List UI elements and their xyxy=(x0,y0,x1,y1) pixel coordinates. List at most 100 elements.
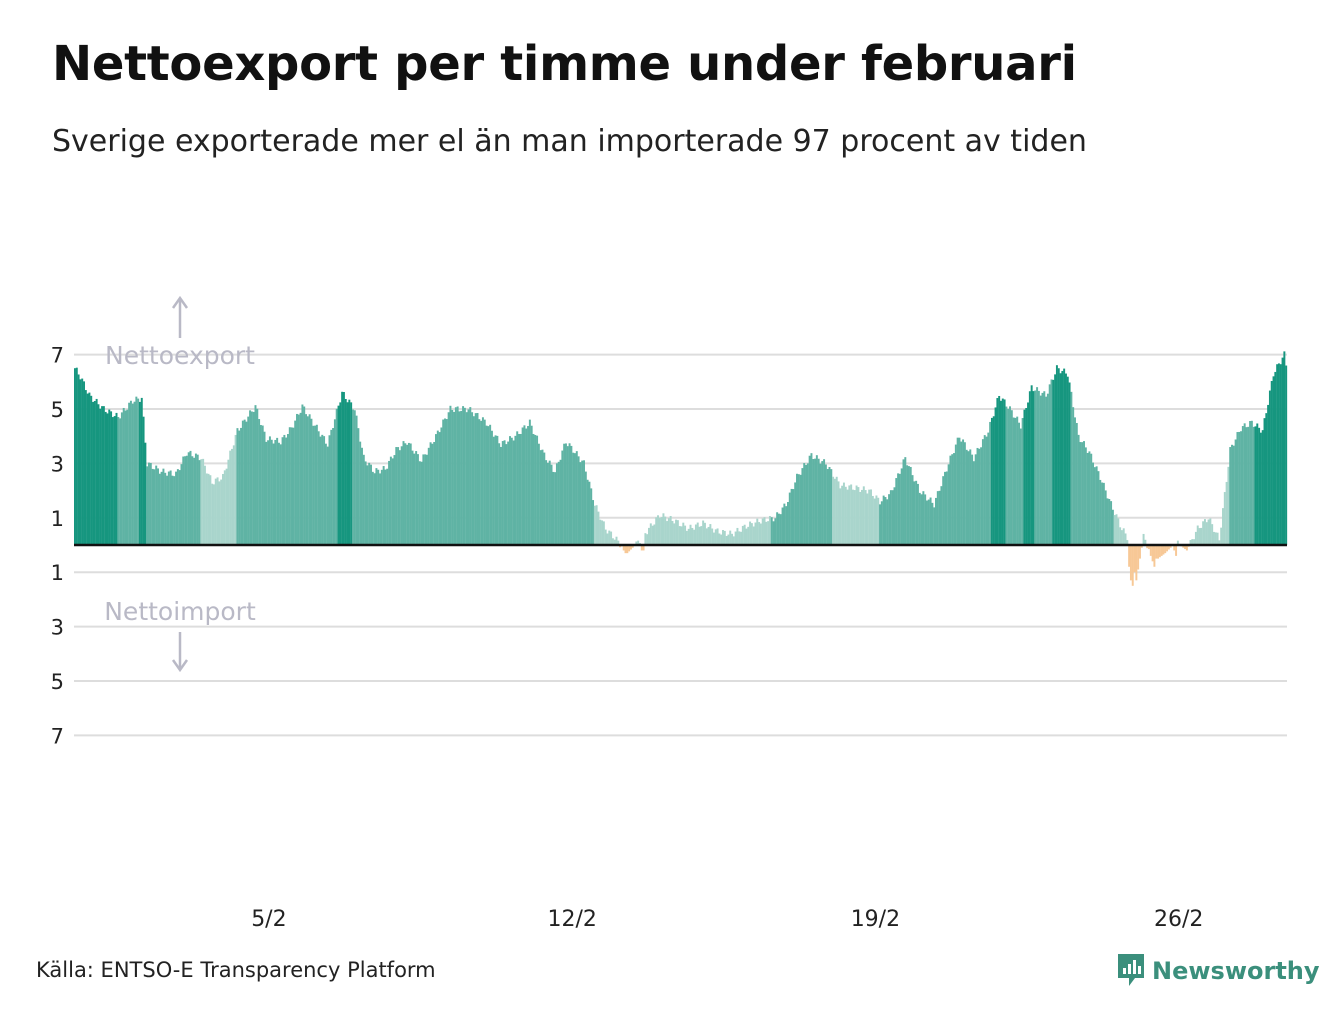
brand-logo[interactable]: Newsworthy xyxy=(1116,952,1320,990)
hour-bar xyxy=(644,533,647,545)
hour-bar xyxy=(397,447,400,545)
hour-bar xyxy=(472,416,475,545)
hour-bar xyxy=(232,445,235,545)
hour-bar xyxy=(240,427,243,545)
hour-bar xyxy=(678,526,681,545)
hour-bar xyxy=(583,460,585,545)
hour-bar xyxy=(601,520,604,545)
hour-bar xyxy=(826,469,829,545)
hour-bar xyxy=(756,518,759,545)
hour-bar xyxy=(74,368,76,545)
hour-bar xyxy=(815,455,818,545)
hour-bar xyxy=(285,437,288,545)
hour-bar xyxy=(703,522,706,545)
hour-bar xyxy=(806,463,809,545)
hour-bar xyxy=(411,450,414,545)
hour-bar xyxy=(489,424,492,545)
hour-bar xyxy=(938,490,941,545)
hour-bar xyxy=(158,473,161,545)
hour-bar xyxy=(814,458,817,545)
hour-bar xyxy=(409,443,412,545)
hour-bar xyxy=(994,407,997,545)
hour-bar xyxy=(487,426,490,545)
hour-bar xyxy=(1249,421,1252,545)
hour-bar xyxy=(483,419,486,545)
hour-bar xyxy=(265,441,268,545)
hour-bar xyxy=(794,482,797,545)
hour-bar xyxy=(960,441,963,545)
hour-bar xyxy=(276,437,279,545)
hour-bar xyxy=(1034,390,1037,545)
hour-bar xyxy=(1086,452,1089,545)
hour-bar xyxy=(444,418,446,545)
hour-bar xyxy=(694,524,697,545)
hour-bar xyxy=(359,441,362,545)
hour-bar xyxy=(608,530,611,545)
hour-bar xyxy=(891,490,894,545)
hour-bar xyxy=(453,411,456,545)
hour-bar xyxy=(436,430,439,545)
hour-bar xyxy=(324,443,327,545)
hour-bar xyxy=(379,473,382,545)
hour-bar xyxy=(220,479,223,545)
hour-bar xyxy=(1265,413,1268,545)
hour-bar xyxy=(433,441,436,545)
hour-bar xyxy=(954,444,957,545)
hour-bar xyxy=(812,459,815,545)
hour-bar xyxy=(243,419,246,545)
hour-bar xyxy=(178,470,181,545)
hour-bar xyxy=(823,459,826,545)
hour-bar xyxy=(684,525,687,545)
hour-bar xyxy=(992,416,995,545)
hour-bar xyxy=(895,478,898,545)
y-tick-label: 5 xyxy=(51,398,64,422)
hour-bar xyxy=(93,400,96,545)
hour-bar xyxy=(981,439,984,545)
hour-bar xyxy=(1104,490,1107,545)
hour-bar xyxy=(236,428,239,545)
hour-bar xyxy=(572,452,575,545)
hour-bar xyxy=(465,412,468,545)
hour-bar xyxy=(1075,422,1078,545)
hour-bar xyxy=(1043,391,1046,545)
hour-bar xyxy=(319,436,322,545)
hour-bar xyxy=(559,459,562,545)
hour-bar xyxy=(1055,365,1058,545)
hour-bar xyxy=(568,443,571,545)
hour-bar xyxy=(853,490,856,545)
hour-bar xyxy=(182,456,185,545)
x-tick-label: 19/2 xyxy=(851,907,900,932)
hour-bar xyxy=(258,419,261,545)
import-label: Nettoimport xyxy=(104,597,256,626)
hour-bar xyxy=(956,437,959,545)
hour-bar xyxy=(86,393,89,545)
hour-bar xyxy=(175,471,178,545)
hour-bar xyxy=(893,487,896,545)
hour-bar xyxy=(447,412,450,545)
hour-bar xyxy=(1048,384,1051,545)
hour-bar xyxy=(288,427,291,545)
hour-bar xyxy=(1225,481,1228,545)
hour-bar xyxy=(505,444,508,545)
hour-bar xyxy=(281,437,284,545)
hour-bar xyxy=(1256,423,1259,545)
hour-bar xyxy=(1202,521,1205,545)
x-tick-label: 12/2 xyxy=(547,907,596,932)
hour-bar xyxy=(725,535,728,545)
hour-bar xyxy=(640,545,643,551)
hour-bar xyxy=(915,480,918,545)
hour-bar xyxy=(716,528,719,545)
hour-bar xyxy=(498,443,501,545)
hour-bar xyxy=(541,449,544,545)
hour-bar xyxy=(440,427,443,545)
hour-bar xyxy=(1088,451,1091,545)
hour-bar xyxy=(1227,466,1230,545)
hour-bar xyxy=(1054,374,1057,545)
hour-bar xyxy=(1182,545,1185,548)
hour-bar xyxy=(990,417,993,545)
hour-bar xyxy=(330,429,333,545)
hour-bar xyxy=(673,523,676,545)
hour-bar xyxy=(669,515,672,545)
hour-bar xyxy=(469,407,472,545)
hour-bar xyxy=(1111,509,1114,545)
